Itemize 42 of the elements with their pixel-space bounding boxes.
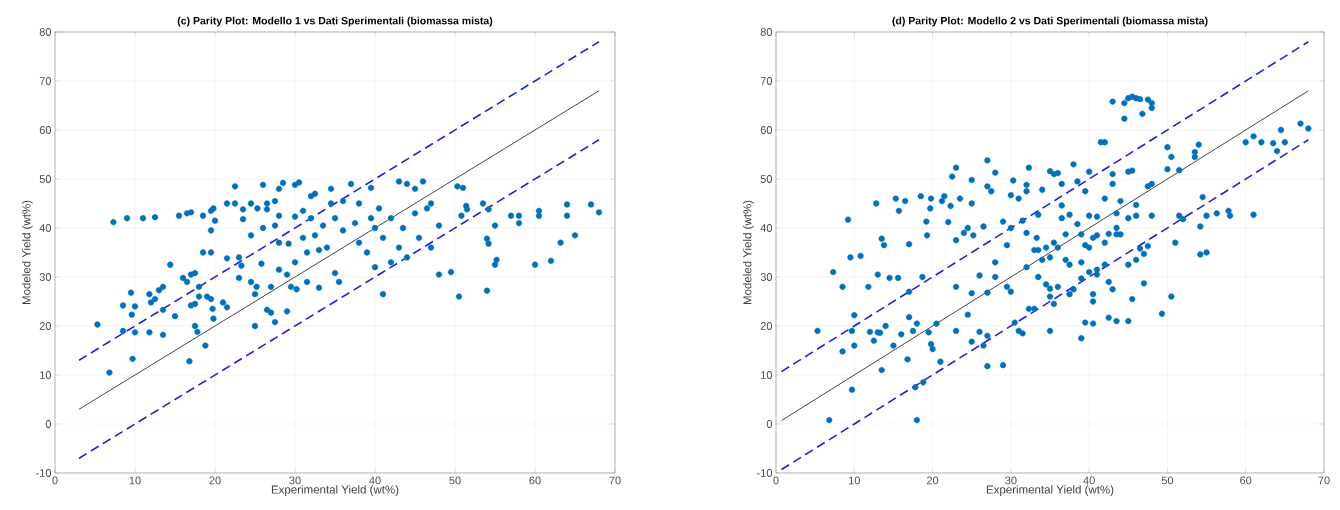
x-tick-label: 70 <box>609 476 621 485</box>
y-tick-label: 40 <box>39 224 52 232</box>
y-tick-label: 30 <box>760 273 773 281</box>
x-tick-label: 10 <box>129 476 141 485</box>
y-tick-label: 20 <box>760 322 773 330</box>
y-tick-label: 20 <box>39 322 52 330</box>
y-tick-label: 0 <box>766 420 773 428</box>
y-tick-label: 0 <box>45 420 52 428</box>
y-axis-title: Modeled Yield (wt%) <box>22 200 33 305</box>
x-tick-label: 70 <box>1318 476 1330 485</box>
x-tick-label: 50 <box>449 476 461 485</box>
y-tick-label: 50 <box>39 175 52 183</box>
x-tick-label: 20 <box>927 476 939 485</box>
y-axis-title: Modeled Yield (wt%) <box>743 200 754 305</box>
x-tick-label: 30 <box>289 476 301 485</box>
y-tick-label: 40 <box>760 224 773 232</box>
y-tick-label: 10 <box>761 371 773 379</box>
x-tick-label: 30 <box>1005 476 1017 485</box>
y-tick-label: 60 <box>39 126 52 134</box>
x-tick-label: 10 <box>849 476 860 485</box>
y-tick-label: -10 <box>36 469 52 477</box>
y-tick-label: 30 <box>39 273 52 281</box>
x-tick-label: 40 <box>369 476 381 485</box>
y-tick-label: 60 <box>760 126 773 134</box>
x-tick-label: 60 <box>529 476 541 485</box>
y-tick-label: 70 <box>760 77 773 85</box>
chart-title: (c) Parity Plot: Modello 1 vs Dati Sperimentali (biomassa mista) <box>177 16 493 27</box>
x-tick-label: 50 <box>1161 476 1174 485</box>
y-tick-label: 80 <box>39 28 52 36</box>
x-axis-title: Experimental Yield (wt%) <box>271 485 399 496</box>
x-tick-label: 0 <box>773 476 779 485</box>
y-tick-label: 80 <box>760 28 773 36</box>
x-axis-title: Experimental Yield (wt%) <box>986 485 1114 496</box>
y-tick-label: -10 <box>757 469 773 477</box>
x-tick-label: 60 <box>1240 476 1252 485</box>
y-tick-label: 10 <box>40 371 52 379</box>
y-tick-label: 70 <box>39 77 52 85</box>
x-tick-label: 20 <box>209 476 221 485</box>
chart-title: (d) Parity Plot: Modello 2 vs Dati Sperimentali (biomassa mista) <box>892 16 1208 27</box>
y-tick-label: 50 <box>760 175 773 183</box>
x-tick-label: 40 <box>1083 476 1095 485</box>
x-tick-label: 0 <box>52 476 58 485</box>
